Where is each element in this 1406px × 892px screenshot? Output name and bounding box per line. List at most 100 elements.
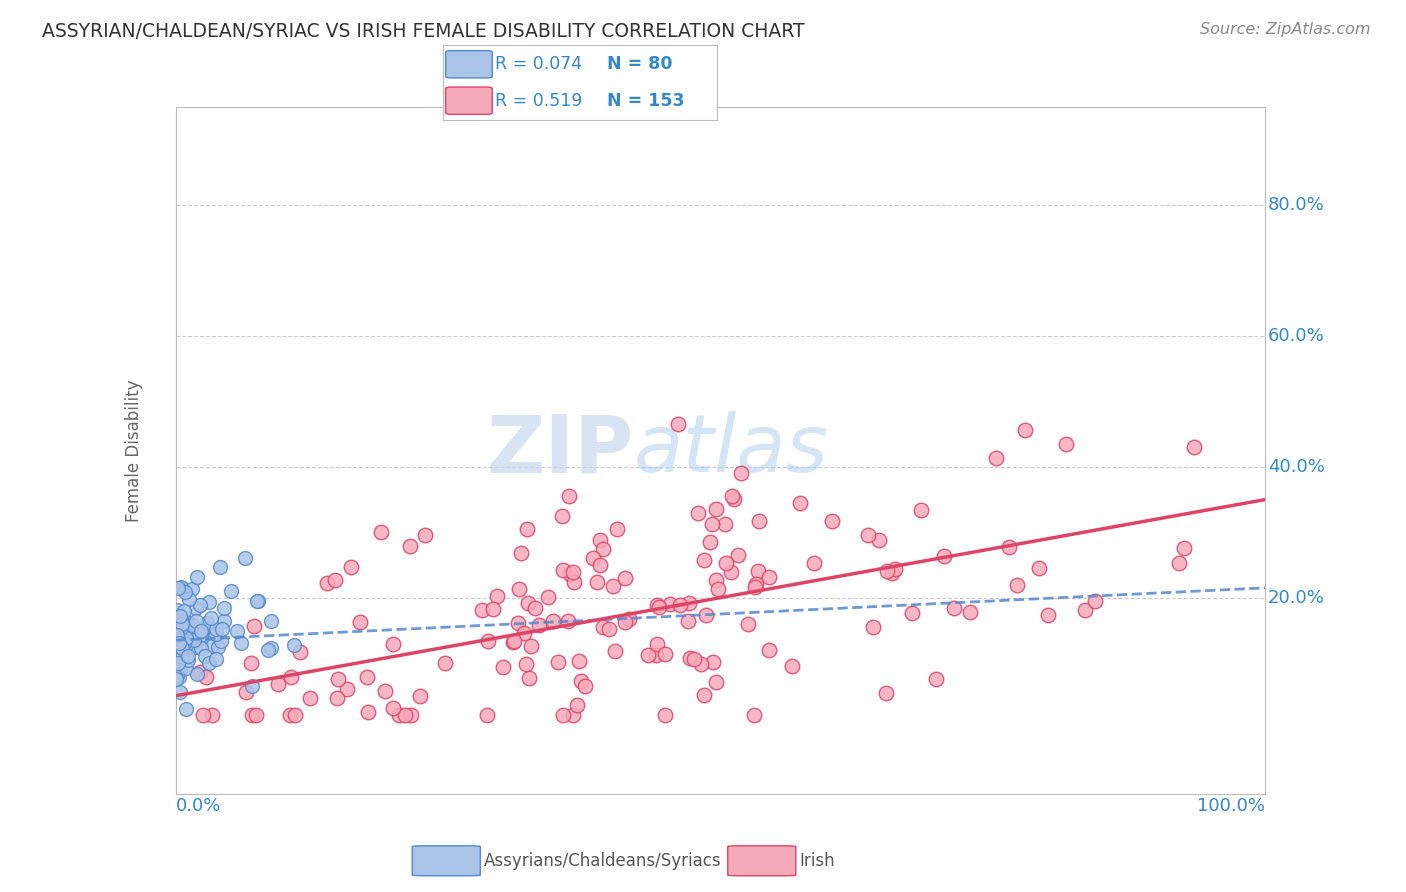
Point — [1028, 561, 1050, 575]
Point — [669, 599, 692, 613]
Point — [558, 489, 581, 503]
Point — [170, 627, 193, 641]
Point — [335, 681, 357, 696]
Point — [167, 636, 190, 650]
Point — [714, 556, 737, 570]
Point — [169, 626, 191, 640]
Point — [169, 662, 191, 676]
Point — [169, 685, 191, 699]
Point — [433, 657, 456, 671]
Point — [166, 602, 188, 616]
Point — [208, 560, 231, 574]
Point — [1054, 437, 1077, 451]
Text: Assyrians/Chaldeans/Syriacs: Assyrians/Chaldeans/Syriacs — [484, 852, 721, 870]
FancyBboxPatch shape — [728, 846, 796, 876]
Point — [190, 624, 212, 638]
Point — [231, 636, 253, 650]
Point — [614, 615, 637, 630]
Point — [676, 614, 699, 628]
Point — [165, 672, 187, 686]
Point — [177, 649, 200, 664]
Point — [637, 648, 659, 663]
Point — [170, 611, 193, 625]
Point — [245, 708, 267, 723]
Point — [688, 506, 710, 520]
Point — [789, 496, 811, 510]
Point — [326, 690, 349, 705]
Point — [246, 594, 269, 608]
Point — [166, 668, 188, 682]
Point — [180, 618, 202, 632]
Point — [666, 417, 689, 431]
Point — [647, 599, 669, 614]
Point — [529, 617, 551, 632]
Point — [508, 616, 530, 631]
Point — [323, 573, 346, 587]
FancyBboxPatch shape — [446, 51, 492, 78]
Text: 100.0%: 100.0% — [1198, 797, 1265, 815]
Point — [233, 550, 256, 565]
Point — [394, 708, 416, 723]
Point — [477, 633, 499, 648]
Point — [173, 636, 195, 650]
Point — [782, 659, 804, 673]
Point — [170, 580, 193, 594]
Text: 0.0%: 0.0% — [176, 797, 221, 815]
Point — [706, 582, 728, 597]
Point — [172, 581, 194, 595]
Point — [170, 621, 193, 635]
Point — [167, 632, 190, 647]
Point — [382, 637, 405, 651]
Text: N = 153: N = 153 — [607, 92, 685, 110]
Point — [1036, 608, 1059, 623]
Point — [551, 563, 574, 577]
Point — [299, 691, 322, 706]
Point — [283, 638, 305, 652]
Text: Female Disability: Female Disability — [125, 379, 143, 522]
Point — [598, 622, 620, 636]
Point — [198, 595, 221, 609]
Point — [256, 643, 278, 657]
Point — [190, 623, 212, 637]
Point — [267, 676, 290, 690]
Point — [645, 637, 668, 651]
Point — [524, 601, 547, 615]
Point — [984, 450, 1007, 465]
Point — [184, 614, 207, 628]
Point — [541, 614, 564, 628]
Point — [1173, 541, 1195, 555]
Point — [569, 673, 592, 688]
Point — [1074, 603, 1097, 617]
Point — [211, 623, 233, 637]
Point — [356, 670, 378, 684]
Point — [198, 657, 221, 671]
Point — [284, 708, 307, 723]
Point — [502, 635, 524, 649]
Point — [174, 702, 197, 716]
Point — [177, 615, 200, 630]
Point — [190, 631, 212, 645]
Point — [166, 624, 188, 638]
Point — [745, 577, 768, 591]
Point — [758, 643, 780, 657]
Point — [557, 614, 579, 628]
Point — [174, 635, 197, 649]
Point — [1168, 556, 1191, 570]
Point — [730, 466, 752, 480]
Point — [602, 579, 624, 593]
Point — [356, 705, 378, 719]
Point — [184, 601, 207, 615]
Text: 20.0%: 20.0% — [1268, 589, 1324, 607]
Point — [513, 625, 536, 640]
Point — [574, 679, 596, 693]
Point — [240, 656, 263, 670]
Point — [1182, 440, 1205, 454]
Point — [183, 632, 205, 647]
Point — [170, 650, 193, 665]
Point — [517, 671, 540, 685]
Point — [606, 523, 628, 537]
Point — [547, 655, 569, 669]
Point — [1084, 594, 1107, 608]
Point — [177, 653, 200, 667]
Point — [191, 708, 214, 723]
